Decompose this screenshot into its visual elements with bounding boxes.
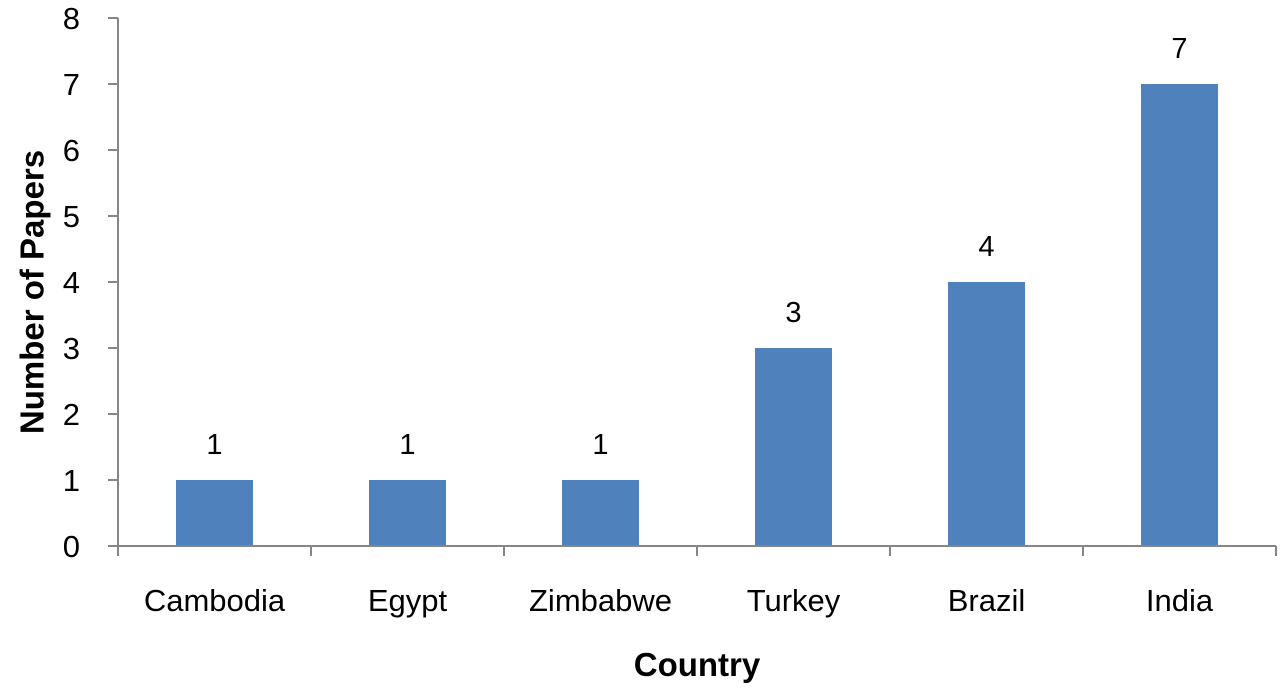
x-tick-label-cambodia: Cambodia: [144, 583, 286, 618]
y-axis-title: Number of Papers: [14, 150, 51, 434]
bars: [176, 84, 1218, 546]
x-tick-label-india: India: [1146, 583, 1214, 618]
y-tick-label: 1: [63, 463, 80, 498]
bar-zimbabwe: [562, 480, 639, 546]
y-tick-label: 8: [63, 1, 80, 36]
x-axis-ticks: [117, 546, 1277, 556]
data-label-india: 7: [1171, 33, 1187, 65]
data-label-cambodia: 1: [206, 429, 222, 461]
x-tick-label-brazil: Brazil: [948, 583, 1026, 618]
x-tick-label-egypt: Egypt: [368, 583, 448, 618]
y-tick-label: 2: [63, 397, 80, 432]
data-label-zimbabwe: 1: [592, 429, 608, 461]
x-axis-title: Country: [634, 646, 761, 683]
y-tick-label: 7: [63, 67, 80, 102]
bar-egypt: [369, 480, 446, 546]
y-tick-label: 6: [63, 133, 80, 168]
y-tick-label: 3: [63, 331, 80, 366]
bar-brazil: [948, 282, 1025, 546]
data-labels: 1 1 1 3 4 7: [206, 33, 1187, 461]
data-label-egypt: 1: [399, 429, 415, 461]
bar-india: [1141, 84, 1218, 546]
data-label-brazil: 4: [978, 231, 994, 263]
bar-turkey: [755, 348, 832, 546]
y-axis-ticks: 0 1 2 3 4 5 6 7 8: [63, 1, 118, 564]
x-tick-label-turkey: Turkey: [747, 583, 841, 618]
y-tick-label: 5: [63, 199, 80, 234]
y-tick-label: 0: [63, 529, 80, 564]
y-tick-label: 4: [63, 265, 80, 300]
x-tick-label-zimbabwe: Zimbabwe: [529, 583, 672, 618]
data-label-turkey: 3: [785, 297, 801, 329]
x-axis-tick-labels: Cambodia Egypt Zimbabwe Turkey Brazil India: [144, 583, 1214, 618]
bar-cambodia: [176, 480, 253, 546]
